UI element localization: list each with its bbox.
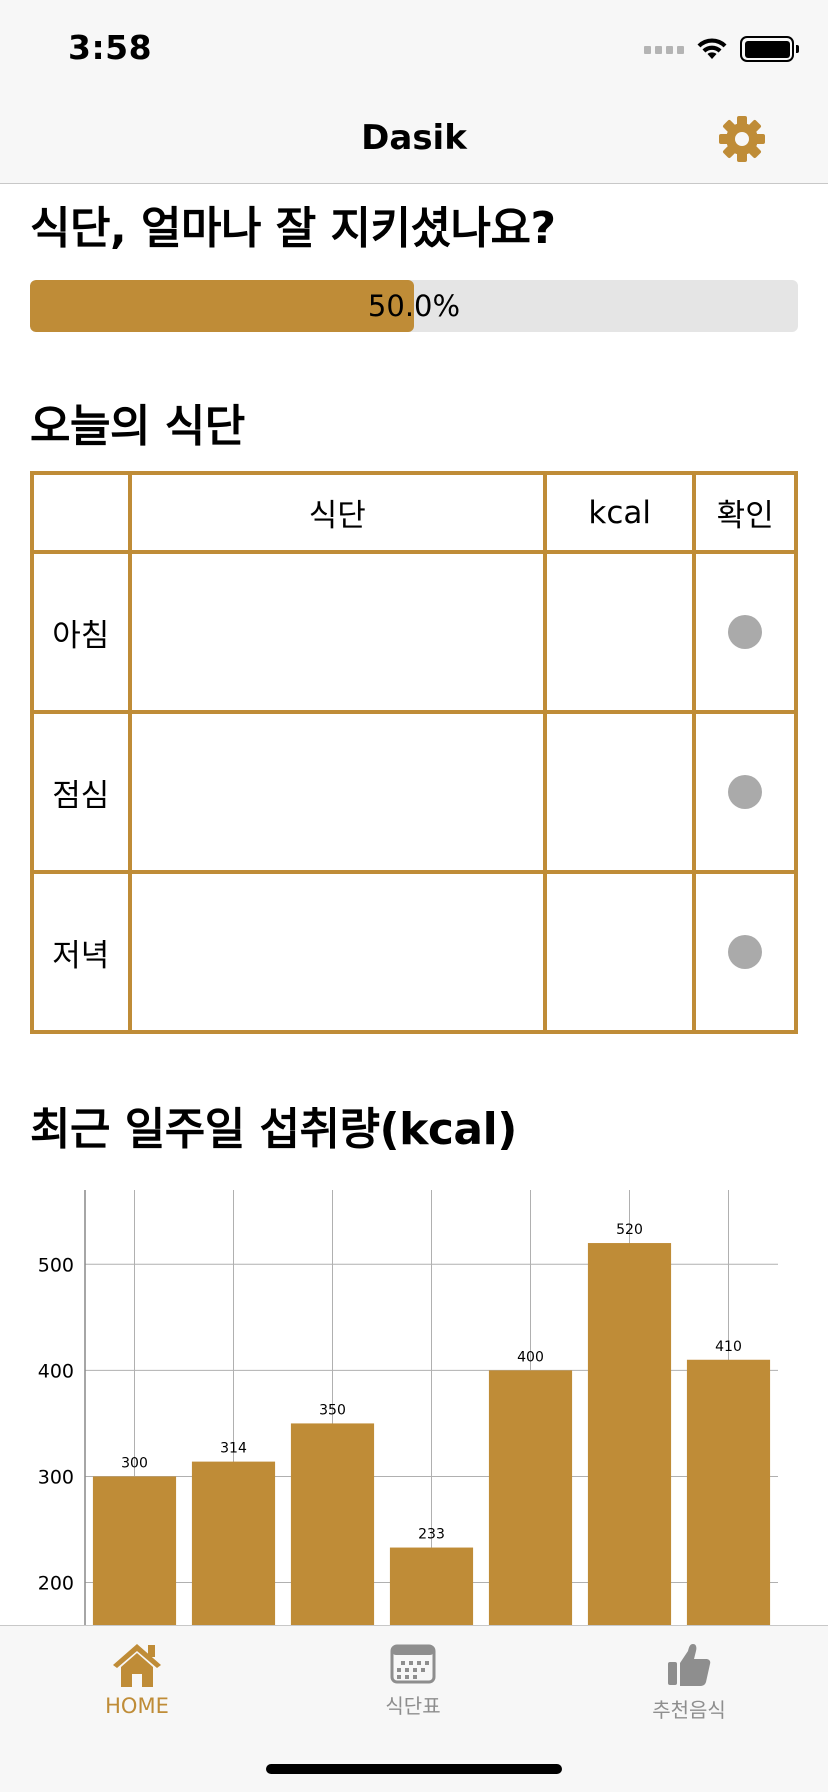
y-tick-label: 400 <box>38 1360 74 1382</box>
tab-home-label: HOME <box>105 1694 169 1718</box>
table-row: 저녁 <box>30 870 798 1034</box>
progress-title: 식단, 얼마나 잘 지키셨나요? <box>30 203 556 254</box>
breakfast-menu[interactable] <box>127 550 547 714</box>
meal-table: 식단 kcal 확인 아침 점심 저녁 <box>30 471 798 1034</box>
row-label-dinner: 저녁 <box>30 870 132 1034</box>
chart-bar <box>686 1359 771 1625</box>
progress-label: 50.0% <box>367 289 461 323</box>
bar-data-label: 520 <box>616 1222 643 1238</box>
bar-data-label: 410 <box>715 1339 742 1355</box>
dinner-kcal <box>542 870 697 1034</box>
bar-data-label: 400 <box>517 1349 544 1365</box>
navigation-bar: Dasik <box>0 92 828 184</box>
table-row: 점심 <box>30 710 798 874</box>
thumbs-up-icon <box>668 1644 711 1686</box>
tab-meal-plan[interactable]: 식단표 <box>333 1642 493 1719</box>
table-row: 아침 <box>30 550 798 714</box>
tab-home[interactable]: HOME <box>57 1642 217 1718</box>
status-time: 3:58 <box>68 28 153 67</box>
cellular-signal-icon <box>644 44 684 54</box>
y-tick-label: 200 <box>38 1573 74 1595</box>
bar-data-label: 300 <box>121 1455 148 1471</box>
progress-fill <box>30 280 414 332</box>
today-title: 오늘의 식단 <box>30 401 245 452</box>
tab-recommend-label: 추천음식 <box>652 1698 726 1722</box>
bar-data-label: 233 <box>418 1527 445 1543</box>
header-empty <box>30 471 132 554</box>
battery-icon <box>740 36 799 62</box>
chart-bar <box>587 1243 672 1625</box>
bar-data-label: 350 <box>319 1402 346 1418</box>
weekly-intake-chart: 200 300 400 500 300 314 350 233 400 520 410 <box>0 1180 828 1625</box>
chart-svg: 200 300 400 500 300 314 350 233 400 520 410 <box>38 1190 778 1625</box>
y-tick-label: 500 <box>38 1254 74 1276</box>
chart-bar <box>92 1476 177 1625</box>
meal-table-header: 식단 kcal 확인 <box>30 471 798 554</box>
lunch-menu[interactable] <box>127 710 547 874</box>
chart-bar <box>389 1547 474 1625</box>
breakfast-check-cell <box>692 550 798 714</box>
lunch-kcal <box>542 710 697 874</box>
header-check: 확인 <box>692 471 798 554</box>
nav-title: Dasik <box>361 118 467 158</box>
lunch-check-toggle[interactable] <box>728 775 763 809</box>
row-label-breakfast: 아침 <box>30 550 132 714</box>
bar-data-label: 314 <box>220 1441 247 1457</box>
dinner-menu[interactable] <box>127 870 547 1034</box>
dinner-check-cell <box>692 870 798 1034</box>
y-tick-label: 300 <box>38 1466 74 1488</box>
chart-bar <box>290 1423 375 1625</box>
breakfast-kcal <box>542 550 697 714</box>
chart-bar <box>488 1370 573 1625</box>
chart-bar <box>191 1461 276 1625</box>
status-bar: 3:58 <box>0 0 828 92</box>
gear-icon <box>719 116 765 162</box>
home-icon <box>113 1644 161 1687</box>
header-menu: 식단 <box>127 471 547 554</box>
home-indicator <box>266 1764 562 1774</box>
header-kcal: kcal <box>542 471 697 554</box>
settings-button[interactable] <box>718 115 766 163</box>
calendar-icon <box>390 1644 436 1684</box>
breakfast-check-toggle[interactable] <box>728 615 763 649</box>
diet-progress-bar: 50.0% <box>30 280 798 332</box>
weekly-title: 최근 일주일 섭취량(kcal) <box>30 1104 517 1155</box>
tab-meal-plan-label: 식단표 <box>385 1694 441 1718</box>
tab-bar: HOME 식단표 추천음식 <box>0 1625 828 1792</box>
wifi-icon <box>697 38 727 59</box>
row-label-lunch: 점심 <box>30 710 132 874</box>
lunch-check-cell <box>692 710 798 874</box>
dinner-check-toggle[interactable] <box>728 935 763 969</box>
tab-recommend[interactable]: 추천음식 <box>609 1642 769 1723</box>
status-icons <box>644 36 799 62</box>
